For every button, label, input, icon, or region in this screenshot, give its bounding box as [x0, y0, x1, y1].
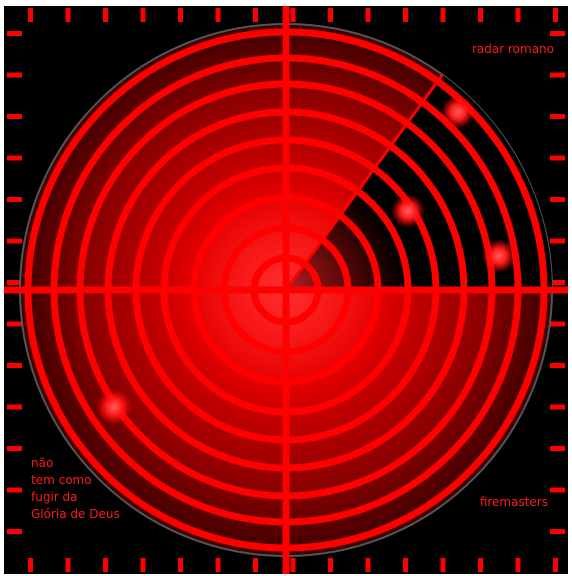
blip	[482, 239, 516, 273]
motto-line: fugir da	[31, 490, 78, 504]
edge-tick	[478, 8, 483, 22]
motto-line: tem como	[31, 473, 92, 487]
edge-tick	[403, 558, 408, 572]
edge-tick	[7, 446, 22, 451]
edge-tick	[7, 280, 22, 285]
edge-tick	[7, 31, 22, 36]
radar-title: radar romano	[471, 42, 554, 56]
edge-tick	[7, 114, 22, 119]
edge-tick	[28, 8, 33, 22]
edge-tick	[550, 363, 565, 368]
edge-tick	[253, 8, 258, 22]
edge-tick	[550, 197, 565, 202]
edge-tick	[478, 558, 483, 572]
edge-tick	[550, 114, 565, 119]
edge-tick	[403, 8, 408, 22]
edge-tick	[550, 31, 565, 36]
edge-tick	[7, 197, 22, 202]
edge-ticks	[7, 8, 565, 572]
edge-tick	[440, 8, 446, 22]
sweep-line	[284, 73, 444, 291]
edge-tick	[215, 8, 221, 22]
edge-tick	[215, 558, 221, 572]
edge-tick	[290, 8, 296, 22]
edge-tick	[328, 8, 333, 22]
edge-tick	[328, 558, 333, 572]
edge-tick	[550, 72, 565, 78]
edge-tick	[178, 558, 183, 572]
edge-tick	[7, 529, 22, 534]
blip	[96, 389, 132, 425]
motto-line: Glória de Deus	[31, 507, 120, 521]
edge-tick	[28, 558, 33, 572]
blips	[96, 95, 516, 425]
radar-screen: radar romano firemasters não tem como fu…	[4, 6, 568, 574]
motto-text: não tem como fugir da Glória de Deus	[31, 455, 120, 523]
edge-tick	[365, 558, 371, 572]
edge-tick	[365, 8, 371, 22]
edge-tick	[550, 446, 565, 451]
edge-tick	[550, 238, 565, 244]
edge-tick	[553, 558, 558, 572]
blip	[391, 194, 425, 228]
edge-tick	[7, 363, 22, 368]
motto-line: não	[31, 456, 54, 470]
edge-tick	[140, 8, 146, 22]
edge-tick	[290, 558, 296, 572]
edge-tick	[550, 529, 565, 534]
edge-tick	[7, 155, 22, 161]
edge-tick	[550, 404, 565, 410]
edge-tick	[140, 558, 146, 572]
edge-tick	[103, 558, 108, 572]
blip	[441, 95, 475, 129]
edge-tick	[65, 558, 71, 572]
edge-tick	[7, 72, 22, 78]
edge-tick	[253, 558, 258, 572]
edge-tick	[65, 8, 71, 22]
edge-tick	[7, 321, 22, 327]
edge-tick	[7, 487, 22, 493]
edge-tick	[515, 8, 521, 22]
edge-tick	[550, 155, 565, 161]
edge-tick	[440, 558, 446, 572]
radar-display	[4, 6, 568, 574]
edge-tick	[7, 238, 22, 244]
edge-tick	[178, 8, 183, 22]
edge-tick	[550, 487, 565, 493]
edge-tick	[550, 321, 565, 327]
brand-label: firemasters	[479, 495, 548, 509]
edge-tick	[515, 558, 521, 572]
edge-tick	[7, 404, 22, 410]
edge-tick	[553, 8, 558, 22]
edge-tick	[550, 280, 565, 285]
edge-tick	[103, 8, 108, 22]
